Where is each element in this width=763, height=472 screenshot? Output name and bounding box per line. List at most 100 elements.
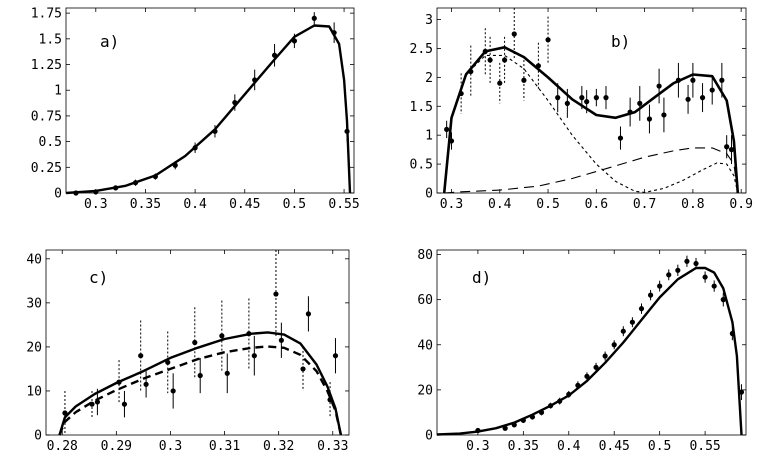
x-tick-label: 0.5	[536, 197, 559, 212]
y-tick-label: 1.25	[31, 58, 62, 73]
x-tick-label: 0.3	[84, 197, 107, 212]
data-point	[637, 100, 643, 106]
y-tick-label: 0	[54, 187, 62, 202]
y-tick-label: 1.5	[39, 32, 62, 47]
data-point	[273, 291, 279, 297]
curve-component-1	[443, 54, 739, 194]
data-point	[300, 366, 306, 372]
x-tick-label: 0.3	[440, 197, 463, 212]
curve-solid-curve	[58, 331, 343, 436]
data-point	[278, 337, 284, 343]
data-point	[564, 100, 570, 106]
data-point	[555, 95, 561, 101]
data-point	[487, 57, 493, 63]
panel-a: 0.3 0.35 0.4 0.45 0.5 0.55 0 0.25 0.5 0.75 1 1.25 1.…	[31, 7, 360, 212]
curve-dashed-curve	[58, 345, 343, 436]
data-point	[690, 77, 696, 83]
y-tick-label: 20	[417, 383, 433, 398]
y-tick-label: 0	[425, 187, 433, 202]
data-point	[666, 272, 672, 278]
y-tick-label: 1.75	[31, 7, 62, 22]
data-point	[720, 297, 726, 303]
x-tick-label: 0.3	[466, 439, 489, 454]
data-point	[602, 353, 608, 359]
data-point	[593, 95, 599, 101]
y-tick-label: 0.5	[39, 135, 62, 150]
panel-label: c)	[89, 268, 108, 287]
data-point	[170, 388, 176, 394]
data-point	[709, 87, 715, 93]
x-tick-label: 0.5	[283, 197, 306, 212]
data-point	[702, 274, 708, 280]
curve-component-2	[444, 147, 739, 194]
y-tick-label: 1	[54, 84, 62, 99]
y-tick-label: 2	[425, 71, 433, 86]
y-tick-label: 0.25	[31, 161, 62, 176]
plot-frame	[45, 249, 350, 436]
x-tick-label: 0.31	[209, 439, 240, 454]
x-tick-label: 0.8	[681, 197, 704, 212]
panel-label: d)	[472, 268, 491, 287]
x-tick-label: 0.9	[729, 197, 752, 212]
x-tick-label: 0.4	[183, 197, 207, 212]
data-point	[699, 95, 706, 101]
data-point	[675, 267, 681, 273]
data-point	[497, 80, 503, 86]
data-point	[545, 37, 551, 43]
x-tick-label: 0.4	[557, 439, 581, 454]
x-tick-label: 0.6	[585, 197, 608, 212]
x-tick-label: 0.28	[47, 439, 78, 454]
y-tick-label: 3	[425, 13, 433, 28]
data-point	[584, 373, 590, 379]
x-tick-label: 0.33	[317, 439, 348, 454]
data-point	[719, 77, 725, 83]
data-point	[197, 372, 203, 379]
data-point	[657, 283, 663, 289]
x-tick-label: 0.55	[689, 439, 720, 454]
panel-b: 0.3 0.4 0.5 0.6 0.7 0.8 0.9 0 0.5 1 1.5 2 2.5 3 b)	[410, 7, 753, 212]
data-point	[661, 112, 667, 118]
plot-frame	[436, 7, 747, 194]
data-point	[638, 306, 645, 312]
data-point	[501, 57, 508, 63]
data-point	[646, 116, 653, 122]
x-tick-label: 0.4	[488, 197, 512, 212]
y-tick-label: 1	[425, 129, 433, 144]
curve-fit	[65, 24, 352, 195]
data-point	[647, 292, 654, 298]
data-point	[62, 410, 68, 416]
data-point	[511, 31, 517, 37]
data-point	[656, 83, 662, 89]
data-point	[603, 95, 609, 101]
y-tick-label: 10	[26, 384, 42, 399]
data-point	[684, 258, 690, 264]
data-point	[685, 96, 691, 102]
data-point	[617, 135, 624, 141]
data-point	[138, 353, 144, 359]
x-tick-label: 0.55	[328, 197, 359, 212]
y-tick-label: 20	[26, 340, 42, 355]
y-tick-label: 40	[417, 338, 433, 353]
y-tick-label: 1.5	[410, 100, 433, 115]
data-point	[251, 353, 257, 359]
panel-d: 0.3 0.35 0.4 0.45 0.5 0.55 0 20 40 60 80 d)	[417, 248, 747, 454]
panel-label: b)	[611, 32, 630, 51]
x-tick-label: 0.45	[229, 197, 260, 212]
data-point	[219, 333, 225, 339]
data-point	[693, 260, 699, 267]
x-tick-label: 0.35	[130, 197, 161, 212]
data-point	[521, 77, 527, 83]
y-tick-label: 2.5	[410, 42, 433, 57]
data-point	[593, 364, 599, 370]
y-tick-label: 0.75	[31, 109, 62, 124]
data-point	[724, 144, 730, 150]
y-tick-label: 80	[417, 248, 433, 263]
panel-label: a)	[100, 32, 119, 51]
y-tick-label: 40	[26, 252, 42, 267]
x-tick-label: 0.7	[633, 197, 656, 212]
y-tick-label: 60	[417, 293, 433, 308]
panel-c: 0.28 0.29 0.3 0.31 0.32 0.33 0 10 20 30 40 c)	[26, 249, 350, 454]
x-tick-label: 0.35	[508, 439, 539, 454]
y-tick-label: 30	[26, 296, 42, 311]
